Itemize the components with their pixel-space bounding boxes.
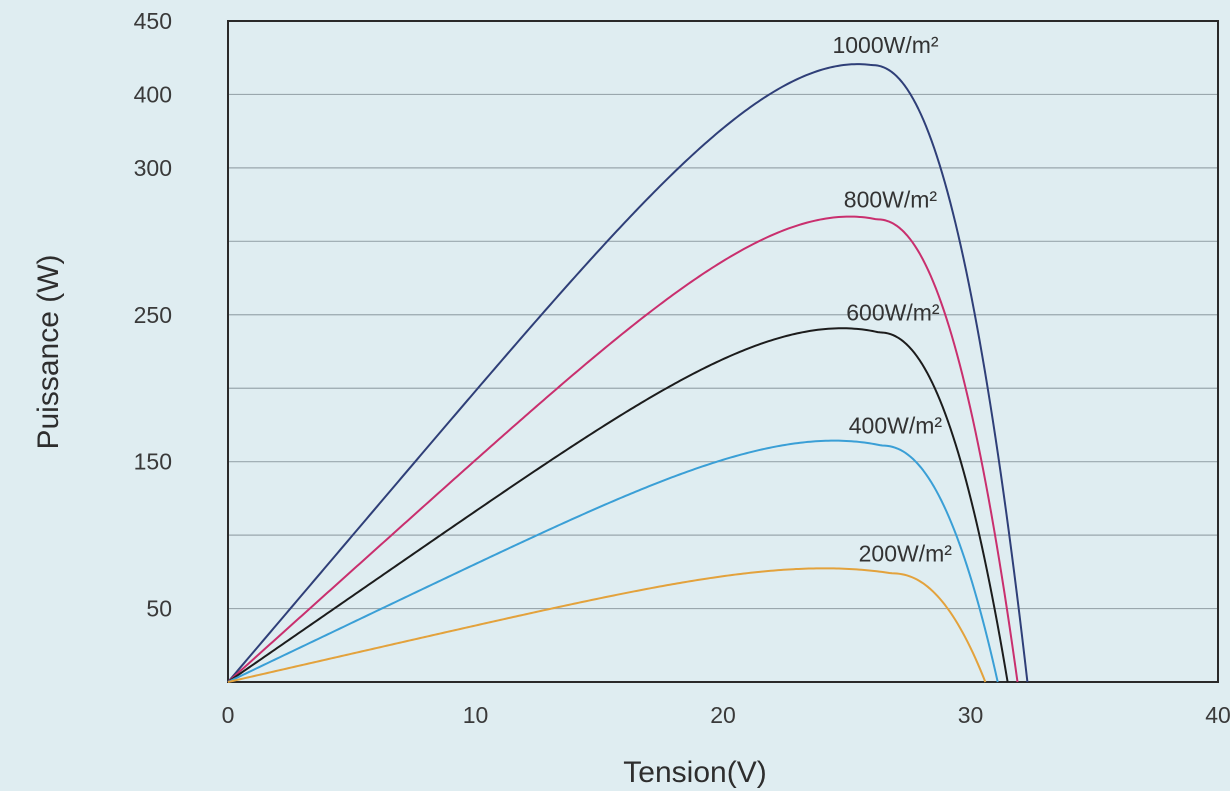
power-curves (227, 63, 1029, 683)
series-label: 200W/m² (859, 540, 953, 566)
series-line (227, 439, 999, 683)
series-labels: 1000W/m² 800W/m² 600W/m² 400W/m² 200W/m² (832, 32, 952, 566)
y-tick-label: 250 (134, 302, 172, 328)
x-axis-title: Tension(V) (623, 756, 766, 789)
series-line (227, 215, 1019, 683)
plot-frame (227, 20, 1219, 683)
x-tick-label: 0 (222, 702, 235, 728)
series-label: 400W/m² (849, 413, 943, 439)
x-tick-label: 20 (710, 702, 736, 728)
series-line (227, 567, 987, 683)
y-tick-label: 450 (134, 8, 172, 34)
series-label: 1000W/m² (832, 32, 938, 58)
y-tick-label: 150 (134, 449, 172, 475)
x-tick-label: 30 (958, 702, 984, 728)
y-axis-title: Puissance (W) (32, 254, 65, 449)
grid-lines (228, 20, 1218, 610)
series-line (227, 327, 1009, 683)
series-label: 800W/m² (844, 186, 938, 212)
y-tick-labels: 50 150 250 300 400 450 (134, 8, 172, 622)
x-tick-label: 10 (463, 702, 489, 728)
y-tick-label: 50 (146, 596, 172, 622)
y-tick-label: 400 (134, 81, 172, 107)
y-tick-label: 300 (134, 155, 172, 181)
x-tick-label: 40 (1205, 702, 1230, 728)
series-line (227, 63, 1029, 683)
x-tick-labels: 0 10 20 30 40 (222, 702, 1230, 728)
series-label: 600W/m² (846, 299, 940, 325)
